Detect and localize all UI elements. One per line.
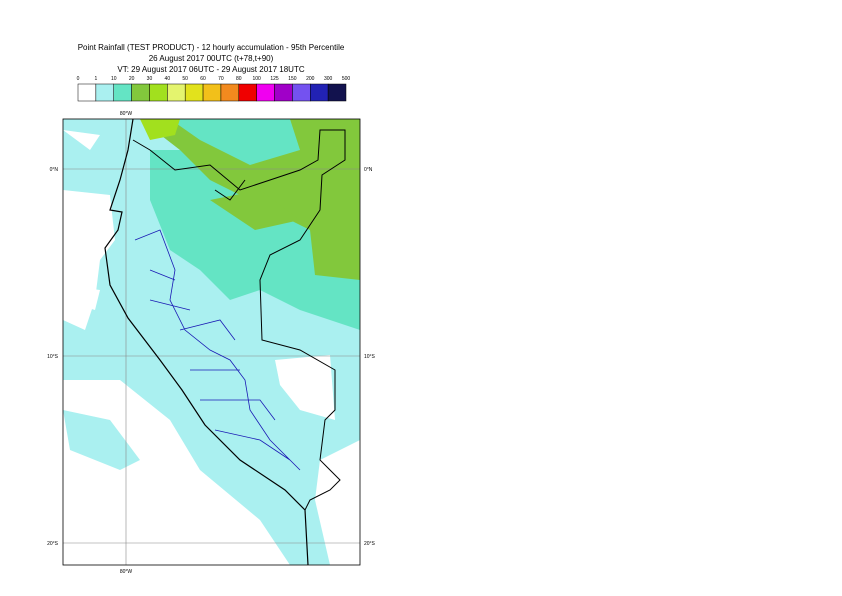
colorbar-label: 80 xyxy=(236,76,242,82)
dry-area xyxy=(63,130,150,520)
colorbar-box xyxy=(327,83,347,102)
colorbar-box xyxy=(238,83,257,102)
colorbar-box xyxy=(184,83,204,102)
colorbar-box xyxy=(167,83,186,102)
colorbar-box xyxy=(113,83,132,102)
colorbar-box xyxy=(202,83,222,102)
colorbar-label: 1 xyxy=(94,76,97,82)
colorbar-label: 100 xyxy=(252,76,261,82)
colorbar-label: 60 xyxy=(200,76,206,82)
lat-label: 0°N xyxy=(50,167,59,173)
lat-label: 0°N xyxy=(364,167,373,173)
lat-label: 10°S xyxy=(47,354,59,360)
rain-moderate xyxy=(170,119,300,165)
lat-label: 20°S xyxy=(364,541,376,547)
base-time: 26 August 2017 00UTC (t+78,t+90) xyxy=(149,54,274,63)
colorbar-label: 150 xyxy=(288,76,297,82)
lon-label: 80°W xyxy=(120,569,133,575)
colorbar-box xyxy=(274,83,293,102)
valid-time: VT: 29 August 2017 06UTC - 29 August 201… xyxy=(117,65,304,74)
title: Point Rainfall (TEST PRODUCT) - 12 hourl… xyxy=(78,43,345,52)
colorbar-box xyxy=(77,83,97,102)
colorbar-label: 30 xyxy=(147,76,153,82)
lat-label: 10°S xyxy=(364,354,376,360)
colorbar-label: 0 xyxy=(77,76,80,82)
colorbar-box xyxy=(149,83,168,102)
lat-label: 20°S xyxy=(47,541,59,547)
colorbar-label: 10 xyxy=(111,76,117,82)
colorbar-box xyxy=(310,83,329,102)
colorbar-label: 500 xyxy=(342,76,351,82)
dry-area xyxy=(315,440,360,565)
map-frame xyxy=(62,118,361,566)
colorbar-label: 40 xyxy=(165,76,171,82)
colorbar-box xyxy=(256,83,275,102)
colorbar: 0 1 10 20 30 40 50 60 70 80 100 125 150 200 300 500 xyxy=(77,76,351,102)
rain-heavy xyxy=(210,190,300,230)
colorbar-label: 20 xyxy=(129,76,135,82)
dry-area xyxy=(275,355,335,420)
colorbar-label: 50 xyxy=(182,76,188,82)
colorbar-box xyxy=(95,83,114,102)
map-area xyxy=(63,119,360,565)
colorbar-box xyxy=(292,83,311,102)
regions xyxy=(134,229,301,471)
rain-heavier xyxy=(140,119,180,140)
colorbar-label: 200 xyxy=(306,76,315,82)
colorbar-box xyxy=(131,83,150,102)
borders xyxy=(132,129,346,511)
rain-light xyxy=(63,410,140,470)
lon-label: 80°W xyxy=(120,111,133,117)
colorbar-box xyxy=(220,83,240,102)
coastline xyxy=(104,119,309,565)
colorbar-label: 125 xyxy=(270,76,279,82)
colorbar-label: 70 xyxy=(218,76,224,82)
colorbar-label: 300 xyxy=(324,76,333,82)
